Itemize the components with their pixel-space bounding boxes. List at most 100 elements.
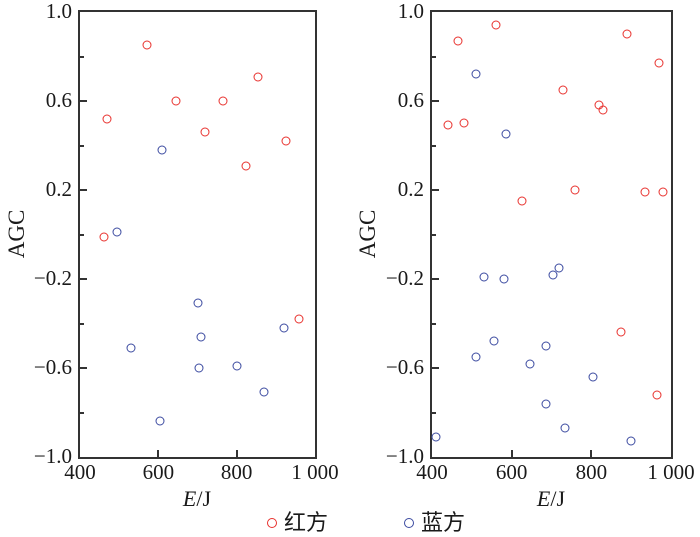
red-side-point (218, 96, 228, 106)
x-axis-symbol: E (536, 486, 551, 511)
left-y-axis-title: AGC (4, 209, 29, 259)
y-axis-minor-tick (432, 322, 436, 325)
blue-side-point (196, 332, 206, 342)
red-side-point (654, 58, 664, 68)
red-side-point (622, 29, 632, 39)
y-axis-minor-tick (80, 322, 84, 325)
x-tick-label: 400 (416, 460, 448, 484)
y-tick-label: 1.0 (45, 0, 72, 24)
blue-side-point (431, 432, 441, 442)
x-tick-label: 800 (575, 460, 608, 484)
y-tick-label: −0.2 (33, 266, 72, 291)
y-tick-label: 0.6 (397, 88, 424, 113)
x-axis-tick (510, 450, 513, 457)
blue-side-point (157, 145, 167, 155)
red-side-point (598, 105, 608, 115)
blue-side-point (193, 298, 202, 308)
x-tick-label: 1 000 (291, 460, 339, 484)
blue-side-point (279, 323, 289, 333)
blue-side-point (541, 399, 551, 409)
blue-side-point (471, 352, 481, 362)
legend-item-red-side: 红方 (267, 510, 328, 536)
y-tick-label: −0.2 (385, 266, 424, 291)
x-axis-tick (157, 450, 160, 457)
red-side-point (558, 85, 568, 95)
y-tick-label: 0.2 (397, 177, 424, 202)
x-tick-label: 800 (220, 460, 253, 484)
blue-side-point (541, 341, 551, 351)
y-tick-label: 0.2 (45, 177, 72, 202)
blue-side-point (501, 129, 511, 139)
red-side-point (570, 185, 580, 195)
x-tick-label: 600 (142, 460, 175, 484)
y-tick-label: −1.0 (33, 444, 72, 469)
red-side-point (491, 20, 501, 30)
x-axis-tick (235, 450, 238, 457)
x-axis-tick (590, 450, 593, 457)
legend-label-red-side: 红方 (284, 510, 329, 535)
red-side-point (459, 118, 469, 128)
y-tick-label: 1.0 (397, 0, 424, 24)
blue-side-point (479, 272, 489, 282)
red-side-point (241, 161, 251, 171)
y-axis-minor-tick (80, 144, 84, 147)
red-side-point (99, 232, 108, 242)
y-axis-minor-tick (432, 144, 436, 147)
blue-side-point (489, 336, 499, 346)
x-tick-label: 1 000 (647, 460, 695, 484)
blue-side-point (548, 270, 558, 280)
blue-side-point (112, 227, 122, 237)
left-plot-area: 400 600 800 1 000 1.0 0.6 0.2 −0.2 −0.6 −1.0 (34, 1, 339, 483)
y-axis-tick (80, 189, 87, 191)
blue-side-point (525, 359, 535, 369)
red-circle-marker-icon (267, 518, 277, 528)
red-side-point (453, 36, 463, 46)
blue-side-point (126, 343, 136, 353)
left-x-axis-title: E/J (183, 486, 211, 512)
red-side-point (658, 187, 668, 197)
red-side-point (253, 72, 263, 82)
red-side-point (200, 127, 210, 137)
x-tick-label: 400 (64, 460, 96, 484)
blue-side-point (588, 372, 598, 382)
red-side-point (443, 120, 453, 130)
y-axis-tick (432, 100, 439, 102)
blue-side-point (194, 363, 204, 373)
blue-side-point (471, 69, 481, 79)
y-tick-label: −0.6 (385, 355, 424, 380)
red-side-point (517, 196, 527, 206)
red-side-point (294, 314, 304, 324)
right-y-axis-title: AGC (355, 209, 380, 259)
red-side-point (142, 40, 152, 50)
x-tick-label: 600 (495, 460, 528, 484)
y-axis-minor-tick (80, 233, 84, 236)
blue-side-point (259, 387, 269, 397)
y-tick-label: −0.6 (33, 355, 72, 380)
y-axis-minor-tick (432, 411, 436, 414)
blue-side-point (560, 423, 570, 433)
red-side-point (281, 136, 291, 146)
x-axis-symbol: E (182, 486, 197, 511)
y-tick-label: 0.6 (45, 88, 72, 113)
blue-side-point (626, 436, 636, 446)
legend-item-blue-side: 蓝方 (404, 510, 465, 536)
red-side-point (616, 327, 626, 337)
y-axis-minor-tick (80, 411, 84, 414)
x-axis-unit: /J (196, 486, 212, 511)
y-axis-tick (80, 278, 87, 280)
y-axis-tick (432, 189, 439, 191)
blue-side-point (232, 361, 242, 371)
red-side-point (102, 114, 112, 124)
legend-label-blue-side: 蓝方 (421, 510, 466, 535)
blue-side-point (499, 274, 509, 284)
y-axis-minor-tick (432, 55, 436, 58)
blue-circle-marker-icon (404, 518, 414, 528)
right-plot-area: 400 600 800 1 000 1.0 0.6 0.2 −0.2 −0.6 −1.0 (386, 1, 695, 483)
y-axis-tick (432, 278, 439, 280)
red-side-point (171, 96, 181, 106)
right-x-axis-title: E/J (537, 486, 565, 512)
red-side-point (640, 187, 650, 197)
blue-side-point (155, 416, 165, 426)
